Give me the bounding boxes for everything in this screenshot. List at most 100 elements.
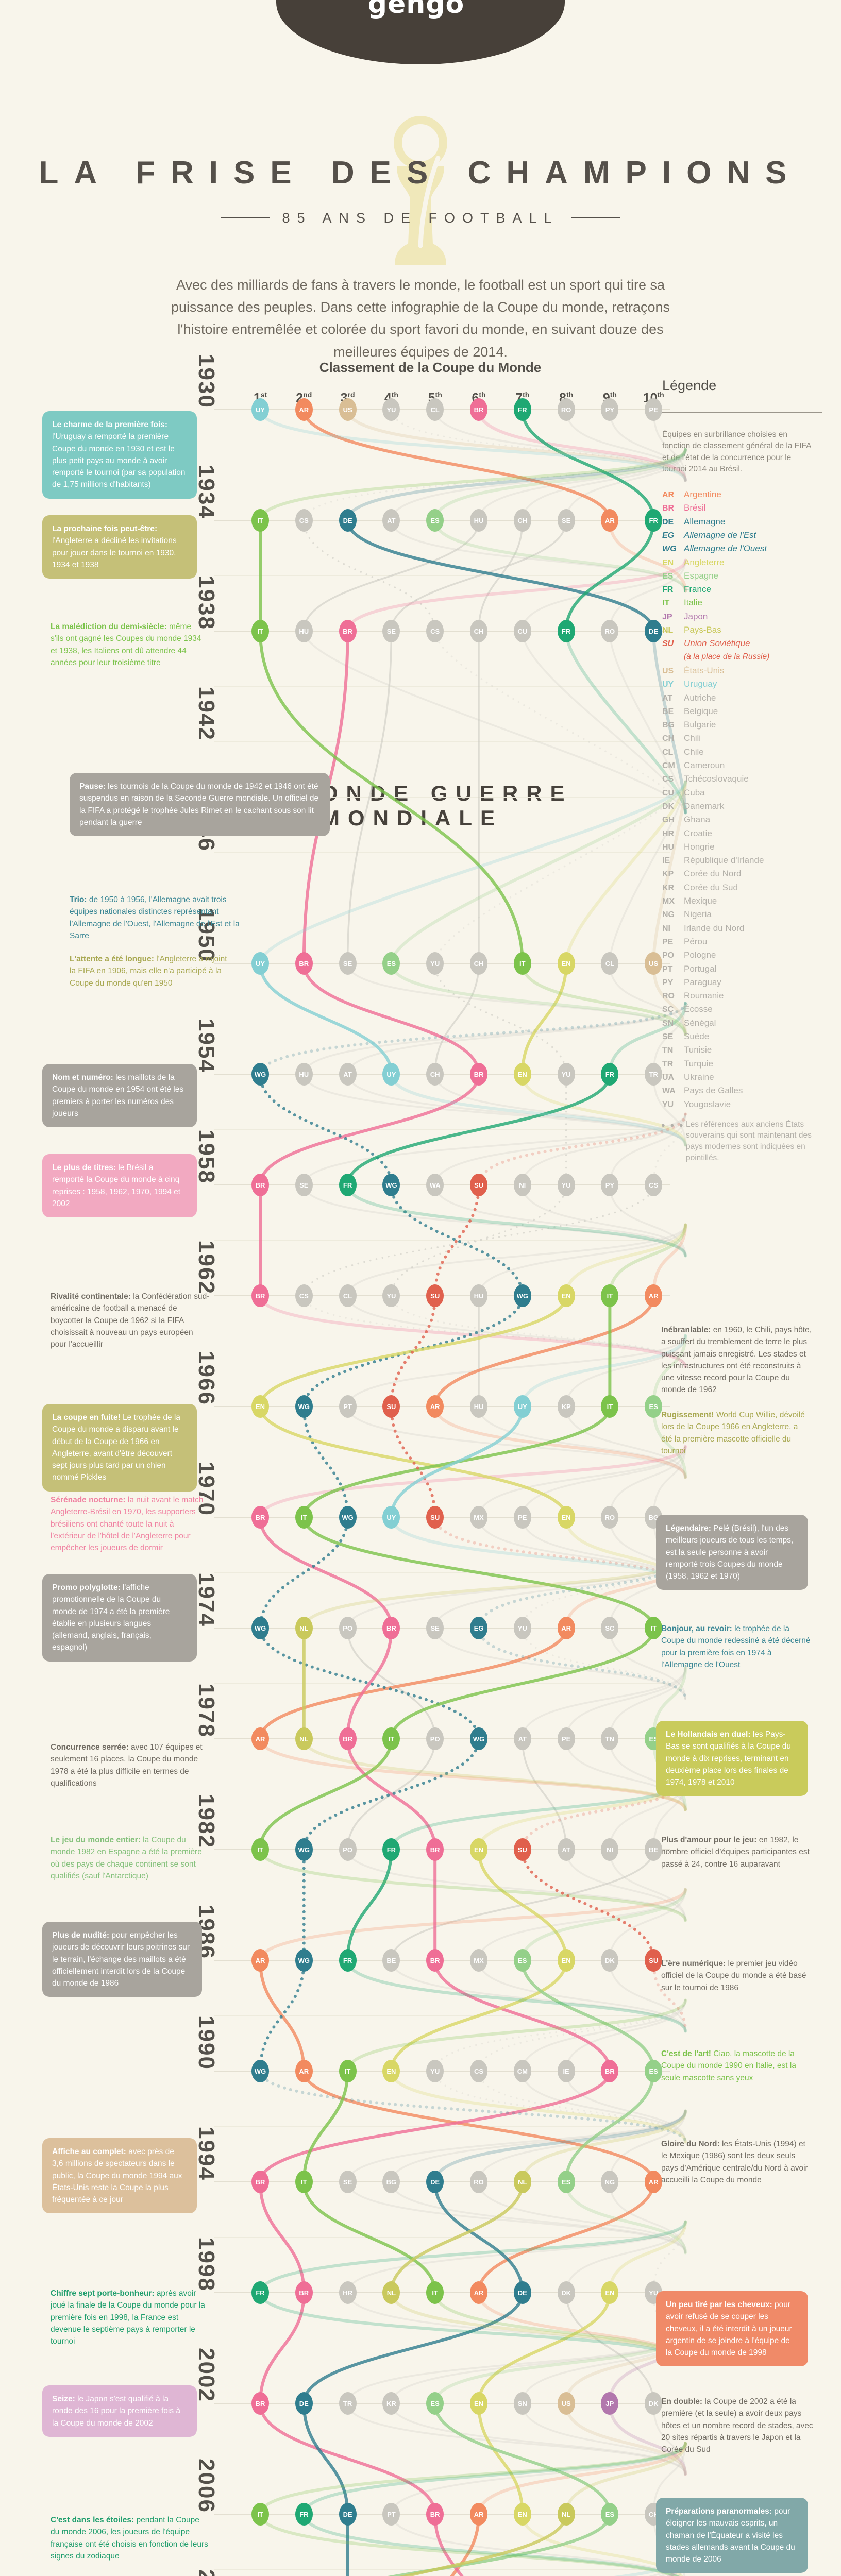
annotation-chiffre-sept: Chiffre sept porte-bonheur: après avoir … — [51, 2287, 210, 2347]
team-bubble-1950-SE: SE — [339, 952, 357, 975]
annotation-text: pour empêcher les joueurs de découvrir l… — [52, 1931, 190, 1988]
legend-name: Bulgarie — [684, 720, 716, 730]
legend-name: Danemark — [684, 801, 725, 811]
team-bubble-1970-RO: RO — [601, 1506, 619, 1529]
legend-name: Croatie — [684, 828, 712, 838]
team-bubble-1974-SE: SE — [426, 1617, 444, 1639]
team-bubble-1954-EN: EN — [513, 1063, 531, 1086]
team-bubble-1930-AR: AR — [295, 398, 313, 421]
annotation-text: le Japon s'est qualifié à la ronde des 1… — [52, 2395, 181, 2428]
annotation-ere-numerique: L'ère numérique: le premier jeu vidéo of… — [661, 1958, 816, 1994]
annotation-text: de 1950 à 1956, l'Allemagne avait trois … — [70, 895, 240, 940]
legend-name: Chili — [684, 733, 701, 743]
team-bubble-1986-BE: BE — [382, 1949, 400, 1972]
team-bubble-2002-US: US — [557, 2392, 575, 2415]
team-bubble-1994-RO: RO — [470, 2171, 487, 2193]
team-bubble-1950-UY: UY — [251, 952, 269, 975]
team-bubble-1998-EN: EN — [601, 2281, 619, 2304]
annotation-title: Gloire du Nord: — [661, 2140, 722, 2148]
team-bubble-1994-NG: NG — [601, 2171, 619, 2193]
annotation-en-double: En double: la Coupe de 2002 a été la pre… — [661, 2396, 818, 2455]
team-bubble-1966-WG: WG — [295, 1395, 313, 1418]
team-bubble-1934-CH: CH — [513, 509, 531, 532]
legend-divider-top — [662, 412, 822, 413]
team-bubble-1978-BR: BR — [339, 1727, 357, 1750]
legend-code: SN — [662, 1019, 674, 1028]
annotation-title: En double: — [661, 2397, 705, 2406]
legend-name: Uruguay — [684, 679, 717, 689]
annotation-text: les tournois de la Coupe du monde de 194… — [79, 782, 319, 827]
team-bubble-1962-YU: YU — [382, 1284, 400, 1307]
team-bubble-2006-EN: EN — [513, 2503, 531, 2526]
legend-name: Sénégal — [684, 1018, 716, 1028]
team-bubble-1974-NL: NL — [295, 1617, 313, 1639]
legend-code: DE — [662, 517, 674, 527]
annotation-plus-amour: Plus d'amour pour le jeu: en 1982, le no… — [661, 1834, 821, 1870]
team-bubble-1994-AR: AR — [645, 2171, 663, 2193]
annotation-title: Promo polyglotte: — [52, 1583, 123, 1592]
annotation-title: La malédiction du demi-siècle: — [51, 622, 169, 631]
legend-title: Légende — [662, 378, 717, 393]
team-bubble-1934-ES: ES — [426, 509, 444, 532]
legend-code: HR — [662, 829, 675, 838]
annotation-text: les Pays-Bas se sont qualifiés à la Coup… — [666, 1730, 791, 1787]
legend-name: Nigeria — [684, 909, 712, 920]
annotation-coupe-fuite: La coupe en fuite! Le trophée de la Coup… — [42, 1404, 197, 1492]
annotation-gloire-nord: Gloire du Nord: les États-Unis (1994) et… — [661, 2138, 811, 2186]
year-label-1942: 1942 — [194, 686, 219, 741]
team-bubble-1990-IT: IT — [339, 2060, 357, 2082]
legend-item-PO: PO Pologne — [662, 950, 716, 960]
chart-heading: Classement de la Coupe du Monde — [319, 360, 542, 375]
team-bubble-1998-FR: FR — [251, 2281, 269, 2304]
year-label-2006: 2006 — [194, 2459, 219, 2513]
world-cup-trophy-icon — [394, 116, 447, 265]
gengo-logo: gengo® — [276, 0, 565, 20]
legend-name: Pérou — [684, 936, 708, 946]
legend-item-HR: HR Croatie — [662, 828, 712, 839]
grid-line — [214, 1683, 670, 1684]
team-bubble-1962-CS: CS — [295, 1284, 313, 1307]
team-bubble-1998-HR: HR — [339, 2281, 357, 2304]
annotation-title: Le jeu du monde entier: — [51, 1836, 143, 1844]
team-bubble-1982-BE: BE — [645, 1838, 663, 1861]
legend-name: Portugal — [684, 963, 717, 974]
team-bubble-1950-IT: IT — [513, 952, 531, 975]
team-bubble-2006-BR: BR — [426, 2503, 444, 2526]
grid-line — [214, 686, 670, 687]
team-bubble-1954-TR: TR — [645, 1063, 663, 1086]
legend-code: SC — [662, 1005, 674, 1014]
annotation-seize: Seize: le Japon s'est qualifié à la rond… — [42, 2385, 197, 2437]
legend-item-NG: NG Nigeria — [662, 909, 712, 920]
team-bubble-1998-DK: DK — [557, 2281, 575, 2304]
legend-item-NI: NI Irlande du Nord — [662, 923, 744, 934]
legend-item-BE: BE Belgique — [662, 706, 718, 717]
legend-name: Suède — [684, 1031, 710, 1041]
team-bubble-1934-CS: CS — [295, 509, 313, 532]
annotation-text: après avoir joué la finale de la Coupe d… — [51, 2289, 205, 2346]
legend-item-CS: CS Tchécoslovaquie — [662, 774, 749, 784]
legend-name: Allemagne de l'Est — [684, 530, 756, 540]
annotation-title: Bonjour, au revoir: — [661, 1624, 735, 1633]
team-bubble-2002-KR: KR — [382, 2392, 400, 2415]
legend-name: Pays-Bas — [684, 625, 721, 635]
legend-code: BR — [662, 504, 675, 513]
team-bubble-2002-BR: BR — [251, 2392, 269, 2415]
legend-name: Autriche — [684, 692, 716, 703]
team-bubble-1950-BR: BR — [295, 952, 313, 975]
annotation-text: avec près de 3,6 millions de spectateurs… — [52, 2147, 182, 2204]
legend-name: Yougoslavie — [684, 1099, 731, 1109]
annotation-pause: Pause: les tournois de la Coupe du monde… — [70, 773, 330, 836]
legend-item-IE: IE République d'Irlande — [662, 855, 764, 866]
team-bubble-1950-CL: CL — [601, 952, 619, 975]
annotation-title: Pause: — [79, 782, 108, 791]
trademark-symbol: ® — [464, 0, 473, 1]
team-bubble-1938-DE: DE — [645, 620, 663, 642]
team-bubble-1930-FR: FR — [513, 398, 531, 421]
annotation-title: La coupe en fuite! — [52, 1413, 123, 1422]
page-title: LA FRISE DES CHAMPIONS — [39, 155, 802, 191]
legend-item-KR: KR Corée du Sud — [662, 883, 738, 893]
legend-item-EG: EG Allemagne de l'Est — [662, 530, 756, 540]
header-cap: gengo® — [276, 0, 565, 64]
legend-code: SE — [662, 1032, 674, 1041]
team-bubble-1962-HU: HU — [470, 1284, 487, 1307]
